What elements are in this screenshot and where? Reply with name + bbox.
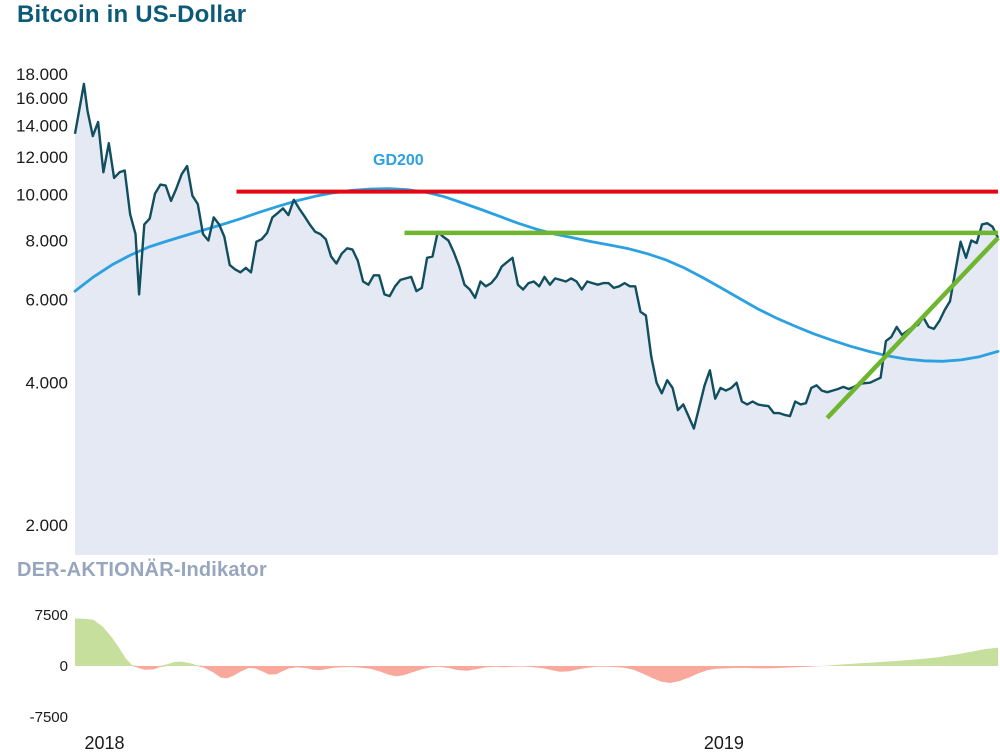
page-title: Bitcoin in US-Dollar [17, 1, 247, 28]
price-y-tick: 10.000 [16, 186, 68, 205]
price-y-tick: 2.000 [25, 516, 68, 535]
x-axis-tick: 2019 [704, 733, 744, 753]
price-y-tick: 6.000 [25, 291, 68, 310]
rising-support-line [825, 236, 1000, 420]
price-area [75, 83, 998, 556]
price-y-tick: 12.000 [16, 148, 68, 167]
price-y-tick: 8.000 [25, 232, 68, 251]
price-y-tick: 4.000 [25, 374, 68, 393]
indicator-title: DER-AKTIONÄR-Indikator [17, 559, 267, 581]
indicator-negative-area [75, 666, 998, 683]
gd200-series-label: GD200 [373, 152, 424, 169]
price-y-tick: 16.000 [16, 89, 68, 108]
gd200-line [73, 187, 1000, 363]
indicator-y-tick: 7500 [35, 607, 68, 624]
x-axis-tick: 2018 [84, 733, 124, 753]
indicator-positive-area [75, 618, 998, 666]
indicator-y-tick: -7500 [30, 709, 68, 726]
indicator-y-tick: 0 [60, 658, 68, 675]
price-y-tick: 18.000 [16, 65, 68, 84]
price-line [73, 82, 1000, 430]
price-y-tick: 14.000 [16, 117, 68, 136]
